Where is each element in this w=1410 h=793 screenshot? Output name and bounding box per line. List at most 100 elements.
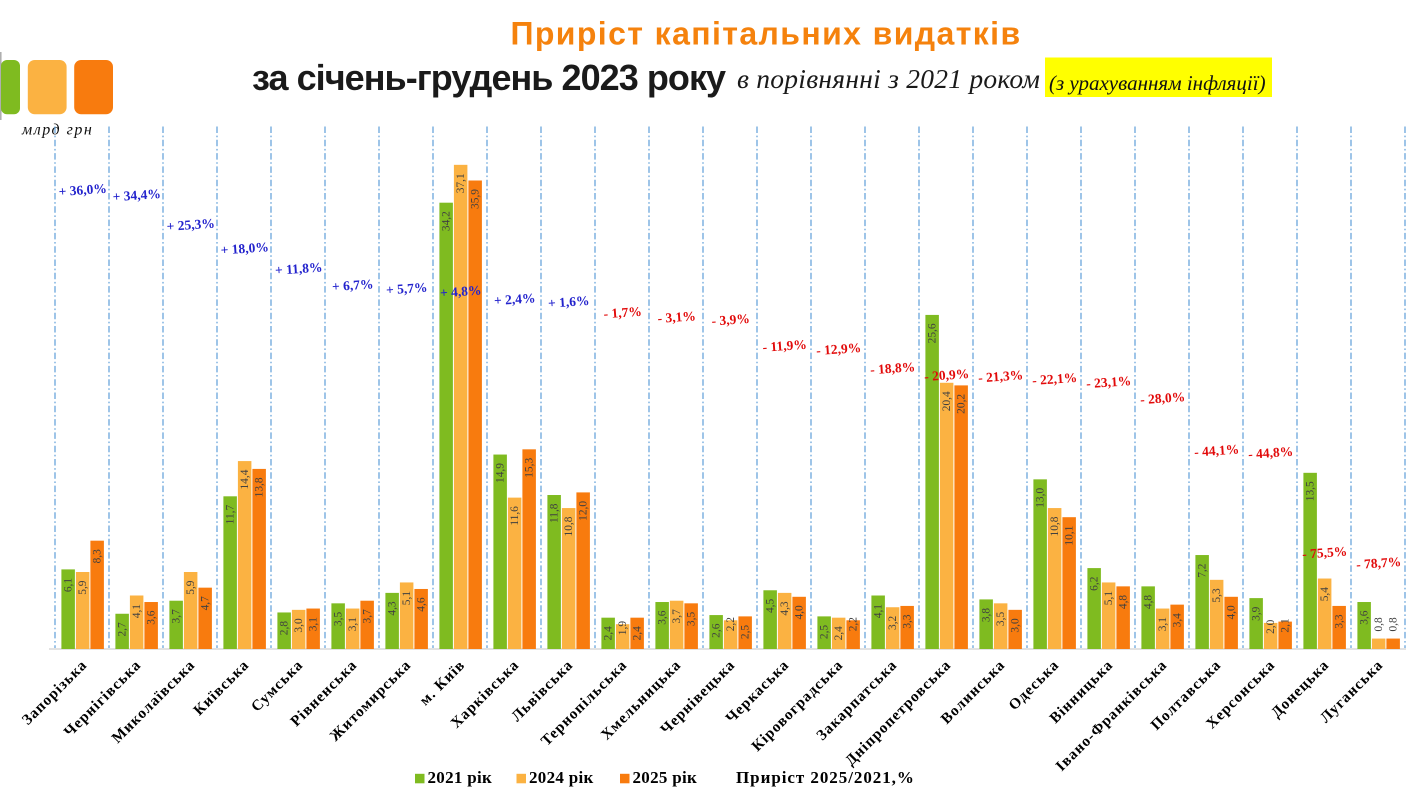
svg-text:13,5: 13,5 bbox=[1305, 481, 1317, 501]
svg-text:2,5: 2,5 bbox=[819, 625, 831, 640]
svg-text:2,4: 2,4 bbox=[833, 626, 845, 641]
svg-text:4,1: 4,1 bbox=[131, 604, 143, 619]
svg-text:3,5: 3,5 bbox=[995, 612, 1007, 627]
svg-text:3,5: 3,5 bbox=[686, 612, 698, 627]
svg-text:+ 1,6%: + 1,6% bbox=[547, 293, 589, 311]
svg-text:3,7: 3,7 bbox=[362, 609, 374, 624]
svg-text:- 78,7%: - 78,7% bbox=[1356, 554, 1402, 572]
svg-text:+ 2,4%: + 2,4% bbox=[493, 290, 535, 308]
svg-text:4,3: 4,3 bbox=[779, 601, 791, 616]
svg-text:- 75,5%: - 75,5% bbox=[1302, 544, 1348, 562]
svg-text:за січень-грудень 2023 року: за січень-грудень 2023 року bbox=[252, 57, 726, 98]
svg-text:3,7: 3,7 bbox=[171, 609, 183, 624]
svg-text:6,1: 6,1 bbox=[63, 578, 75, 593]
svg-text:5,4: 5,4 bbox=[1319, 587, 1331, 602]
svg-text:2,1: 2,1 bbox=[1280, 618, 1292, 633]
svg-text:- 20,9%: - 20,9% bbox=[924, 366, 970, 384]
svg-text:3,3: 3,3 bbox=[902, 614, 914, 629]
svg-text:- 11,9%: - 11,9% bbox=[762, 337, 807, 355]
svg-text:5,3: 5,3 bbox=[1211, 588, 1223, 603]
svg-text:4,8: 4,8 bbox=[1143, 595, 1155, 610]
svg-text:2,4: 2,4 bbox=[632, 626, 644, 641]
svg-text:15,3: 15,3 bbox=[524, 458, 536, 478]
svg-text:2,7: 2,7 bbox=[117, 622, 129, 637]
svg-text:2,4: 2,4 bbox=[603, 626, 615, 641]
svg-text:4,5: 4,5 bbox=[765, 598, 777, 613]
svg-text:3,4: 3,4 bbox=[1172, 613, 1184, 628]
svg-text:3,0: 3,0 bbox=[293, 618, 305, 633]
svg-text:11,8: 11,8 bbox=[549, 503, 561, 523]
svg-text:3,6: 3,6 bbox=[146, 610, 158, 625]
svg-text:- 3,1%: - 3,1% bbox=[657, 308, 696, 326]
svg-text:3,3: 3,3 bbox=[1334, 614, 1346, 629]
svg-text:0,8: 0,8 bbox=[1388, 617, 1400, 632]
svg-text:5,9: 5,9 bbox=[185, 580, 197, 595]
svg-text:- 3,9%: - 3,9% bbox=[711, 311, 750, 329]
svg-text:3,9: 3,9 bbox=[1251, 606, 1263, 621]
svg-text:10,1: 10,1 bbox=[1064, 525, 1076, 545]
svg-text:4,8: 4,8 bbox=[1118, 595, 1130, 610]
svg-text:3,0: 3,0 bbox=[1010, 618, 1022, 633]
svg-text:35,9: 35,9 bbox=[470, 189, 482, 209]
svg-text:3,1: 3,1 bbox=[347, 617, 359, 632]
svg-text:12,0: 12,0 bbox=[578, 501, 590, 521]
svg-text:2021 рік: 2021 рік bbox=[428, 768, 493, 787]
svg-text:5,9: 5,9 bbox=[77, 580, 89, 595]
svg-text:3,6: 3,6 bbox=[1359, 610, 1371, 625]
svg-text:2,2: 2,2 bbox=[725, 617, 737, 632]
svg-text:+ 5,7%: + 5,7% bbox=[385, 280, 427, 298]
svg-text:37,1: 37,1 bbox=[455, 173, 467, 193]
svg-text:14,4: 14,4 bbox=[239, 469, 251, 489]
svg-text:+ 4,8%: + 4,8% bbox=[439, 282, 481, 300]
svg-text:4,7: 4,7 bbox=[200, 596, 212, 611]
svg-text:+ 34,4%: + 34,4% bbox=[112, 186, 161, 204]
svg-text:2,5: 2,5 bbox=[740, 625, 752, 640]
svg-text:11,6: 11,6 bbox=[509, 506, 521, 526]
svg-text:2,0: 2,0 bbox=[1265, 619, 1277, 634]
svg-text:(з урахуванням інфляції): (з урахуванням інфляції) bbox=[1049, 71, 1266, 95]
svg-text:Приріст капітальних видатків: Приріст капітальних видатків bbox=[510, 16, 1021, 52]
svg-text:- 28,0%: - 28,0% bbox=[1140, 389, 1186, 407]
svg-text:14,9: 14,9 bbox=[495, 463, 507, 483]
svg-text:3,1: 3,1 bbox=[1157, 617, 1169, 632]
svg-text:в порівнянні з 2021 роком: в порівнянні з 2021 роком bbox=[737, 63, 1040, 94]
svg-text:2,8: 2,8 bbox=[279, 621, 291, 636]
svg-text:4,0: 4,0 bbox=[1226, 605, 1238, 620]
svg-text:- 12,9%: - 12,9% bbox=[816, 340, 862, 358]
svg-text:1,9: 1,9 bbox=[617, 621, 629, 636]
svg-text:34,2: 34,2 bbox=[441, 211, 453, 231]
svg-text:20,4: 20,4 bbox=[941, 391, 953, 411]
svg-text:6,2: 6,2 bbox=[1089, 576, 1101, 591]
svg-text:20,2: 20,2 bbox=[956, 394, 968, 414]
svg-text:25,6: 25,6 bbox=[927, 323, 939, 343]
svg-text:- 1,7%: - 1,7% bbox=[603, 304, 642, 322]
svg-text:0,8: 0,8 bbox=[1373, 617, 1385, 632]
svg-text:10,8: 10,8 bbox=[563, 516, 575, 536]
svg-text:8,3: 8,3 bbox=[92, 549, 104, 564]
svg-text:+ 11,8%: + 11,8% bbox=[274, 259, 322, 277]
svg-text:2024 рік: 2024 рік bbox=[529, 768, 594, 787]
svg-text:13,0: 13,0 bbox=[1035, 488, 1047, 508]
svg-text:3,6: 3,6 bbox=[657, 610, 669, 625]
svg-text:4,1: 4,1 bbox=[873, 604, 885, 619]
svg-text:10,8: 10,8 bbox=[1049, 516, 1061, 536]
svg-text:5,1: 5,1 bbox=[1103, 591, 1115, 606]
svg-text:2025 рік: 2025 рік bbox=[633, 768, 698, 787]
svg-text:4,6: 4,6 bbox=[416, 597, 428, 612]
svg-text:- 21,3%: - 21,3% bbox=[978, 367, 1024, 385]
svg-text:13,8: 13,8 bbox=[254, 477, 266, 497]
svg-text:+ 25,3%: + 25,3% bbox=[166, 216, 215, 234]
svg-text:+ 6,7%: + 6,7% bbox=[331, 276, 373, 294]
svg-text:3,2: 3,2 bbox=[887, 615, 899, 630]
svg-text:3,1: 3,1 bbox=[308, 617, 320, 632]
svg-text:+ 36,0%: + 36,0% bbox=[58, 181, 107, 199]
svg-text:- 18,8%: - 18,8% bbox=[870, 359, 916, 377]
svg-text:- 23,1%: - 23,1% bbox=[1086, 373, 1132, 391]
svg-text:4,3: 4,3 bbox=[387, 601, 399, 616]
svg-text:5,1: 5,1 bbox=[401, 591, 413, 606]
svg-text:3,5: 3,5 bbox=[333, 612, 345, 627]
svg-text:4,0: 4,0 bbox=[794, 605, 806, 620]
svg-text:- 44,1%: - 44,1% bbox=[1194, 441, 1240, 459]
svg-text:2,6: 2,6 bbox=[711, 623, 723, 638]
svg-text:- 22,1%: - 22,1% bbox=[1032, 370, 1078, 388]
